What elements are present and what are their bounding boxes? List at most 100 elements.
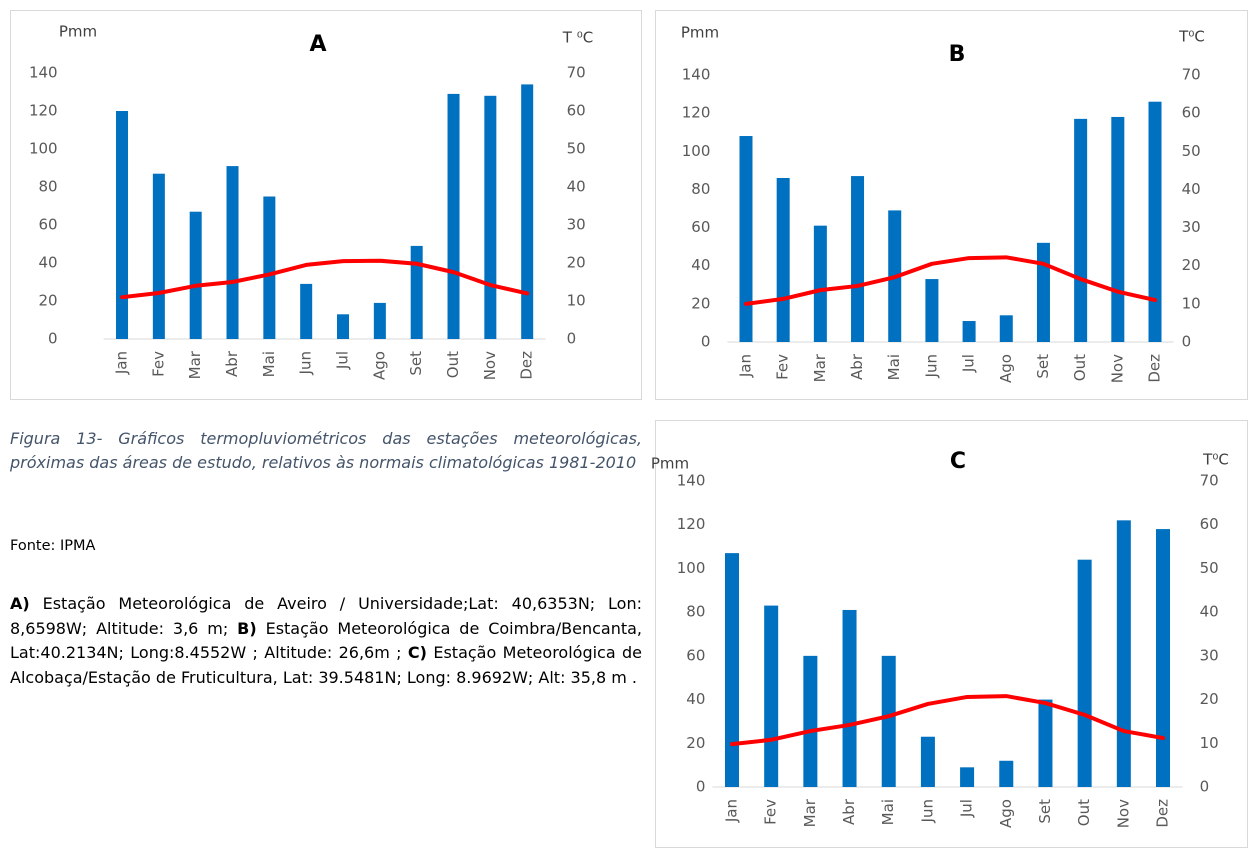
bar bbox=[999, 315, 1013, 342]
y-tick-label: 120 bbox=[677, 515, 706, 533]
y2-tick-label: 60 bbox=[1182, 104, 1201, 122]
y-tick-label: 140 bbox=[677, 472, 706, 490]
chart: C Pmm T⁰C 0 20 40 60 80 100 120 140 0 10 20 30 40 50 60 70… bbox=[651, 420, 1248, 848]
chart-frame bbox=[655, 420, 1248, 848]
x-tick-label: Jul bbox=[960, 354, 978, 373]
figure-caption: Figura 13- Gráficos termopluviométricos … bbox=[10, 429, 642, 472]
x-tick-label: Dez bbox=[1154, 799, 1172, 828]
y-tick-label: 20 bbox=[686, 734, 705, 752]
x-tick-label: Abr bbox=[848, 353, 866, 380]
bar bbox=[152, 173, 165, 339]
y-tick-label: 0 bbox=[48, 330, 58, 348]
y-axis-label: Pmm bbox=[681, 24, 719, 42]
bar bbox=[881, 655, 896, 787]
y2-tick-label: 40 bbox=[1182, 180, 1201, 198]
bar bbox=[1111, 116, 1125, 342]
text: Estação Meteorológica de Coimbra/Bencant… bbox=[10, 618, 642, 663]
x-tick-label: Nov bbox=[1108, 354, 1126, 383]
bar bbox=[1148, 101, 1162, 342]
y2-tick-label: 30 bbox=[1200, 646, 1219, 664]
source: Fonte: IPMA bbox=[10, 538, 96, 554]
x-tick-label: Mai bbox=[879, 799, 897, 825]
chart: A Pmm T ⁰C 0 20 40 60 80 100 120 140 0 10 20 30 40 50 60 7… bbox=[10, 10, 642, 400]
label: B) bbox=[237, 618, 257, 638]
bar bbox=[999, 760, 1014, 787]
y2-tick-label: 50 bbox=[567, 140, 586, 158]
text: Estação Meteorológica de Aveiro / Univer… bbox=[10, 594, 643, 638]
y2-tick-label: 60 bbox=[1200, 515, 1219, 533]
chart-title: B bbox=[949, 42, 966, 67]
label: C) bbox=[407, 643, 427, 662]
bar bbox=[410, 245, 423, 339]
x-tick-label: Mar bbox=[801, 798, 819, 827]
y2-tick-label: 70 bbox=[1200, 472, 1219, 490]
x-tick-label: Out bbox=[1071, 354, 1089, 381]
line bbox=[743, 255, 1158, 306]
y2-tick-label: 10 bbox=[567, 292, 586, 310]
bar bbox=[447, 93, 460, 340]
x-tick-label: Out bbox=[444, 351, 462, 378]
y-tick-label: 100 bbox=[29, 140, 58, 158]
line bbox=[729, 694, 1166, 747]
y-tick-label: 140 bbox=[682, 66, 711, 84]
x-tick-label: Nov bbox=[481, 351, 499, 380]
y2-axis-label: T ⁰C bbox=[562, 29, 593, 47]
bar bbox=[803, 655, 818, 787]
y2-tick-label: 40 bbox=[1200, 603, 1219, 621]
bar bbox=[1074, 118, 1088, 342]
x-tick-label: Mai bbox=[885, 354, 903, 380]
y2-tick-label: 0 bbox=[567, 330, 577, 348]
bar bbox=[764, 605, 779, 787]
y-tick-label: 0 bbox=[696, 778, 706, 796]
x-tick-label: Abr bbox=[223, 350, 241, 377]
y-tick-label: 140 bbox=[29, 64, 58, 82]
x-tick-label: Fev bbox=[762, 799, 780, 825]
x-tick-label: Dez bbox=[1146, 354, 1164, 383]
y-tick-label: 0 bbox=[701, 333, 711, 351]
label: A) bbox=[10, 594, 30, 613]
y-tick-label: 40 bbox=[686, 690, 705, 708]
bar bbox=[263, 196, 276, 339]
x-tick-label: Jun bbox=[918, 799, 936, 823]
bar bbox=[851, 176, 865, 342]
x-tick-label: Set bbox=[1034, 354, 1052, 379]
y2-tick-label: 20 bbox=[1182, 256, 1201, 274]
bar bbox=[300, 283, 313, 339]
bar bbox=[960, 767, 975, 787]
y2-tick-label: 10 bbox=[1182, 294, 1201, 312]
x-tick-label: Jan bbox=[736, 354, 754, 378]
x-tick-label: Dez bbox=[518, 351, 536, 380]
y-tick-label: 120 bbox=[29, 102, 58, 120]
chart-title: C bbox=[950, 449, 966, 474]
x-tick-label: Ago bbox=[997, 799, 1015, 828]
bar bbox=[1038, 699, 1053, 787]
y-tick-label: 60 bbox=[39, 216, 58, 234]
x-tick-label: Abr bbox=[840, 798, 858, 825]
bar bbox=[920, 736, 935, 787]
y-tick-label: 80 bbox=[686, 603, 705, 621]
bar bbox=[337, 314, 350, 339]
bar bbox=[1036, 242, 1050, 342]
y2-axis-label: T⁰C bbox=[1178, 28, 1205, 46]
description: A) Estação Meteorológica de Aveiro / Uni… bbox=[10, 592, 642, 690]
y-tick-label: 100 bbox=[677, 559, 706, 577]
y2-tick-label: 60 bbox=[567, 102, 586, 120]
bar bbox=[1156, 529, 1171, 787]
y-tick-label: 20 bbox=[691, 294, 710, 312]
bar bbox=[962, 321, 976, 342]
bar bbox=[842, 609, 857, 787]
y2-tick-label: 70 bbox=[1182, 66, 1201, 84]
text: Estação Meteorológica de Alcobaça/Estaçã… bbox=[10, 643, 643, 687]
x-tick-label: Jul bbox=[334, 351, 352, 370]
y2-tick-label: 0 bbox=[1200, 778, 1210, 796]
x-tick-label: Jul bbox=[958, 799, 976, 818]
y-tick-label: 60 bbox=[686, 646, 705, 664]
x-tick-label: Fev bbox=[774, 354, 792, 380]
y2-tick-label: 20 bbox=[1200, 690, 1219, 708]
x-tick-label: Jan bbox=[722, 799, 740, 823]
y-tick-label: 80 bbox=[39, 178, 58, 196]
x-tick-label: Jun bbox=[922, 354, 940, 378]
bar bbox=[116, 111, 129, 339]
